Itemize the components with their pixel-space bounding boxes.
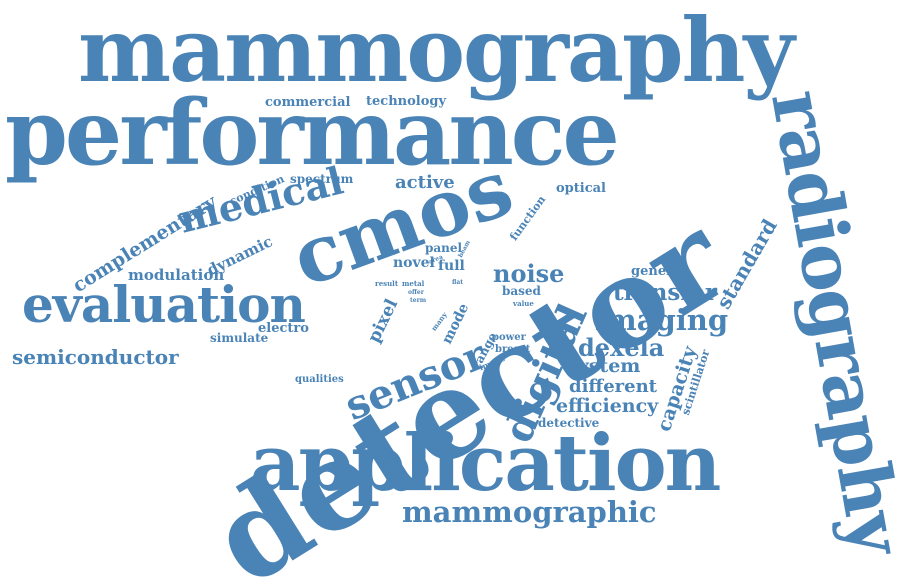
word-flat: flat (452, 279, 464, 286)
word-electro: electro (258, 321, 309, 336)
word-imaging: imaging (595, 303, 729, 337)
word-detective: detective (538, 416, 600, 430)
word-based: based (502, 284, 541, 298)
word-mammographic: mammographic (402, 495, 657, 529)
word-pixel: pixel (364, 295, 403, 346)
word-commercial: commercial (265, 95, 351, 110)
word-power: power (492, 332, 526, 343)
word-technology: technology (366, 94, 447, 109)
word-application: application (250, 418, 721, 509)
word-result: result (375, 279, 399, 288)
word-transfer: transfer (613, 279, 717, 306)
word-metal: metal (402, 279, 425, 288)
word-efficiency: efficiency (556, 395, 659, 417)
word-full: full (438, 258, 465, 274)
word-semiconductor: semiconductor (12, 345, 179, 369)
word-radiography: radiography (755, 83, 900, 560)
word-offer: offer (408, 289, 424, 296)
word-standard: standard (711, 214, 782, 313)
word-dexela: dexela (578, 333, 665, 362)
word-general: general (631, 264, 687, 279)
word-optical: optical (556, 181, 606, 196)
word-different: different (569, 376, 657, 397)
word-evaluation: evaluation (22, 275, 306, 334)
word-dynamic: dynamic (204, 232, 276, 280)
word-breast: breast (495, 344, 531, 355)
word-simulate: simulate (210, 331, 269, 345)
word-term: term (410, 297, 427, 304)
word-active: active (395, 172, 455, 193)
word-value: value (513, 299, 534, 308)
word-noise: noise (493, 259, 565, 288)
word-qualities: qualities (295, 374, 344, 385)
word-panel: panel (425, 241, 463, 255)
word-performance: performance (5, 80, 620, 186)
word-system: system (567, 355, 641, 377)
word-modulation: modulation (128, 266, 225, 284)
word-mammography: mammography (78, 0, 795, 102)
word-spectrum: spectrum (290, 172, 354, 186)
word-novel: novel (393, 255, 435, 271)
